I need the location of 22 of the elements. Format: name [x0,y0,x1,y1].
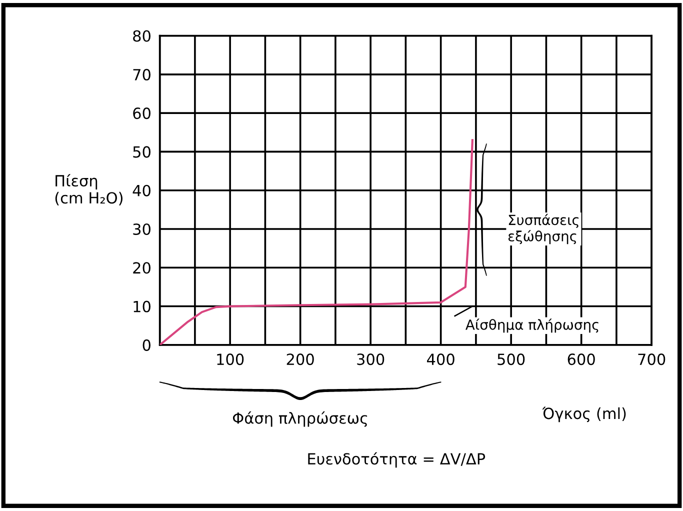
x-tick-label: 400 [426,354,454,366]
y-tick-label: 40 [132,184,150,196]
x-tick-label: 700 [638,354,666,366]
x-tick-label: 100 [217,354,244,366]
y-tick-label: 20 [133,262,150,274]
y-tick-label: 80 [133,30,150,42]
y-tick-label: 70 [133,68,150,80]
x-tick-label: 200 [286,354,314,366]
annotation: Συσπάσεις εξώθησης [508,214,578,244]
y-tick-label: 0 [142,339,150,351]
y-axis-title: Πίεση (cm H₂O) [55,174,122,206]
x-axis-title: Όγκος (ml) [542,406,626,422]
x-tick-label: 500 [498,354,525,366]
text: Φάση πληρώσεως [232,411,368,427]
y-tick-label: 60 [133,108,150,120]
text: Ευενδοτότητα = ΔV/ΔP [308,452,486,468]
y-tick-label: 30 [133,223,150,236]
x-tick-label: 600 [568,354,595,366]
x-tick-label: 300 [357,354,384,366]
annotation: Αίσθημα πλήρωσης [466,318,598,333]
y-tick-label: 10 [134,300,150,312]
y-tick-label: 50 [133,146,150,158]
